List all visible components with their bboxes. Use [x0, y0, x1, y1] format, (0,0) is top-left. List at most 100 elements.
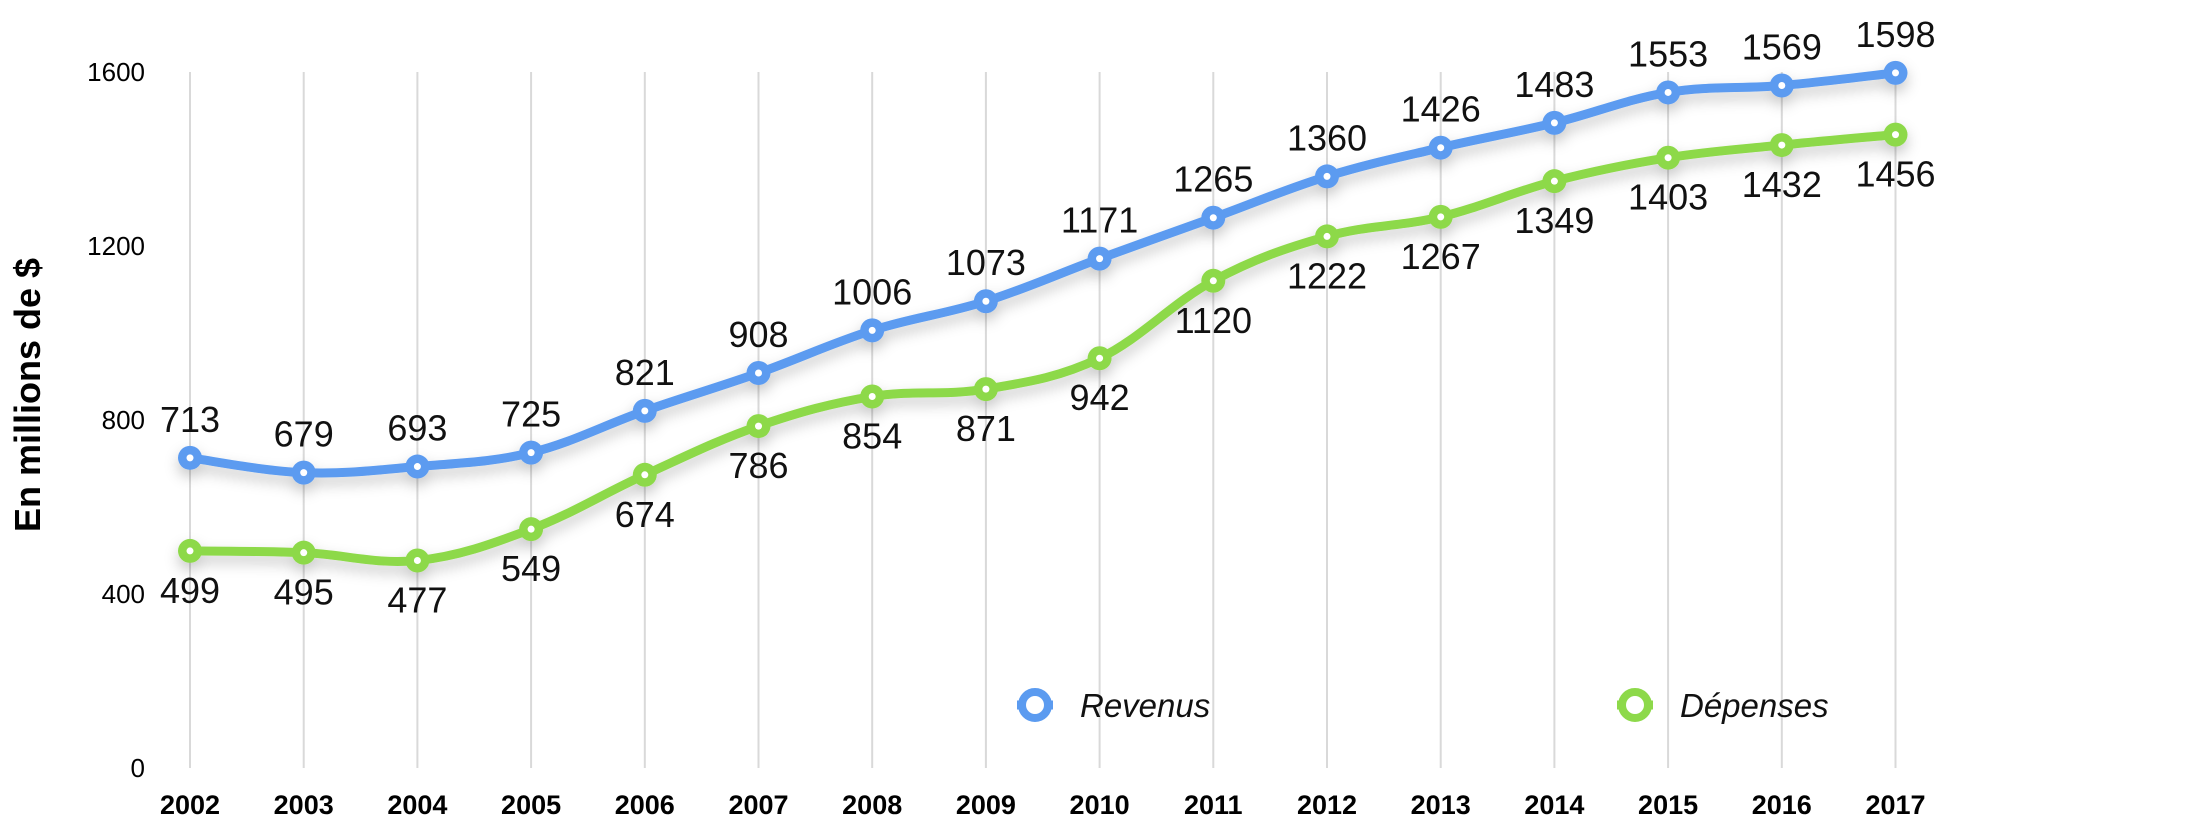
data-point-center: [1323, 232, 1331, 240]
data-label: 725: [501, 394, 561, 435]
y-axis-title: En millions de $: [7, 258, 48, 532]
data-label: 854: [842, 416, 902, 457]
data-point-center: [1550, 177, 1558, 185]
data-label: 1432: [1742, 164, 1822, 205]
data-point-center: [527, 525, 535, 533]
data-point-center: [1437, 213, 1445, 221]
data-label: 942: [1070, 377, 1130, 418]
x-tick-label: 2016: [1752, 790, 1812, 820]
data-point-center: [982, 385, 990, 393]
data-label: 1483: [1514, 64, 1594, 105]
x-tick-label: 2005: [501, 790, 561, 820]
data-point-center: [1096, 255, 1104, 263]
x-tick-label: 2012: [1297, 790, 1357, 820]
data-point-center: [868, 326, 876, 334]
data-label: 1360: [1287, 117, 1367, 158]
x-tick-label: 2008: [842, 790, 902, 820]
legend-marker: [1618, 688, 1652, 722]
data-label: 908: [728, 314, 788, 355]
data-point-center: [641, 471, 649, 479]
data-point-center: [1209, 277, 1217, 285]
data-label: 1222: [1287, 255, 1367, 296]
data-label: 1267: [1401, 236, 1481, 277]
x-tick-label: 2013: [1411, 790, 1471, 820]
legend-item: Revenus: [1017, 687, 1210, 724]
legend-label: Dépenses: [1680, 687, 1829, 724]
data-label: 713: [160, 399, 220, 440]
data-label: 1456: [1855, 154, 1935, 195]
data-point-center: [1664, 154, 1672, 162]
data-point-center: [1209, 214, 1217, 222]
data-label: 693: [387, 408, 447, 449]
data-label: 679: [274, 414, 334, 455]
y-axis-ticks: 0 400 800 1200 1600: [87, 57, 145, 783]
x-tick-label: 2014: [1524, 790, 1584, 820]
data-point-center: [1323, 172, 1331, 180]
x-tick-label: 2011: [1184, 790, 1243, 820]
legend: Revenus Dépenses: [1017, 687, 1829, 724]
data-point-center: [527, 449, 535, 457]
x-tick-label: 2007: [728, 790, 788, 820]
x-tick-label: 2010: [1070, 790, 1130, 820]
data-label: 1265: [1173, 159, 1253, 200]
data-label: 1553: [1628, 33, 1708, 74]
data-label: 1349: [1514, 200, 1594, 241]
data-label: 1120: [1175, 300, 1252, 341]
y-tick-label: 400: [102, 579, 145, 609]
data-point-center: [1550, 119, 1558, 127]
data-point-center: [1664, 88, 1672, 96]
x-tick-label: 2017: [1865, 790, 1925, 820]
data-point-center: [641, 407, 649, 415]
data-label: 495: [274, 572, 334, 613]
x-tick-label: 2015: [1638, 790, 1698, 820]
data-point-center: [755, 422, 762, 430]
data-point-center: [413, 463, 421, 471]
data-point-center: [300, 549, 308, 557]
data-point-center: [300, 469, 308, 477]
data-label: 477: [387, 580, 447, 621]
data-label: 1403: [1628, 177, 1708, 218]
y-tick-label: 1600: [87, 57, 145, 87]
data-point-center: [982, 297, 990, 305]
y-tick-label: 800: [102, 405, 145, 435]
data-label: 1006: [832, 271, 912, 312]
legend-item: Dépenses: [1617, 687, 1829, 724]
data-point-center: [1437, 144, 1445, 152]
data-label: 1171: [1061, 200, 1138, 241]
data-label: 871: [956, 408, 1016, 449]
x-tick-label: 2002: [160, 790, 220, 820]
series-revenus: [178, 60, 1908, 485]
data-label: 821: [615, 352, 675, 393]
data-point-center: [1096, 354, 1104, 362]
data-point-center: [413, 557, 421, 565]
data-label: 1598: [1855, 14, 1935, 55]
y-tick-label: 0: [131, 753, 145, 783]
series-lines: [178, 60, 1908, 573]
data-label: 1426: [1401, 89, 1481, 130]
x-tick-label: 2004: [387, 790, 447, 820]
data-point-center: [755, 369, 762, 377]
data-point-center: [186, 454, 194, 462]
data-label: 674: [615, 494, 675, 535]
x-axis-ticks: 2002 2003 2004 2005 2006 2007 2008 2009 2010 2011…: [160, 790, 1926, 820]
data-point-center: [1778, 81, 1786, 89]
data-labels: 713 679 693 725 821 908 1006 1073 1171 1265 1360 14…: [160, 14, 1936, 621]
data-label: 1569: [1742, 26, 1822, 67]
legend-label: Revenus: [1080, 687, 1210, 724]
data-label: 499: [160, 570, 220, 611]
x-tick-label: 2006: [615, 790, 675, 820]
x-tick-label: 2009: [956, 790, 1016, 820]
data-label: 549: [501, 548, 561, 589]
data-point-center: [868, 393, 876, 401]
data-label: 1073: [946, 242, 1026, 283]
data-point-center: [1892, 131, 1899, 139]
series-depenses: [178, 122, 1908, 573]
series-line: [185, 68, 1900, 478]
legend-marker: [1018, 688, 1052, 722]
data-point-center: [1892, 69, 1899, 77]
y-tick-label: 1200: [87, 231, 145, 261]
data-label: 786: [728, 445, 788, 486]
series-line: [185, 130, 1900, 567]
data-point-center: [186, 547, 194, 555]
